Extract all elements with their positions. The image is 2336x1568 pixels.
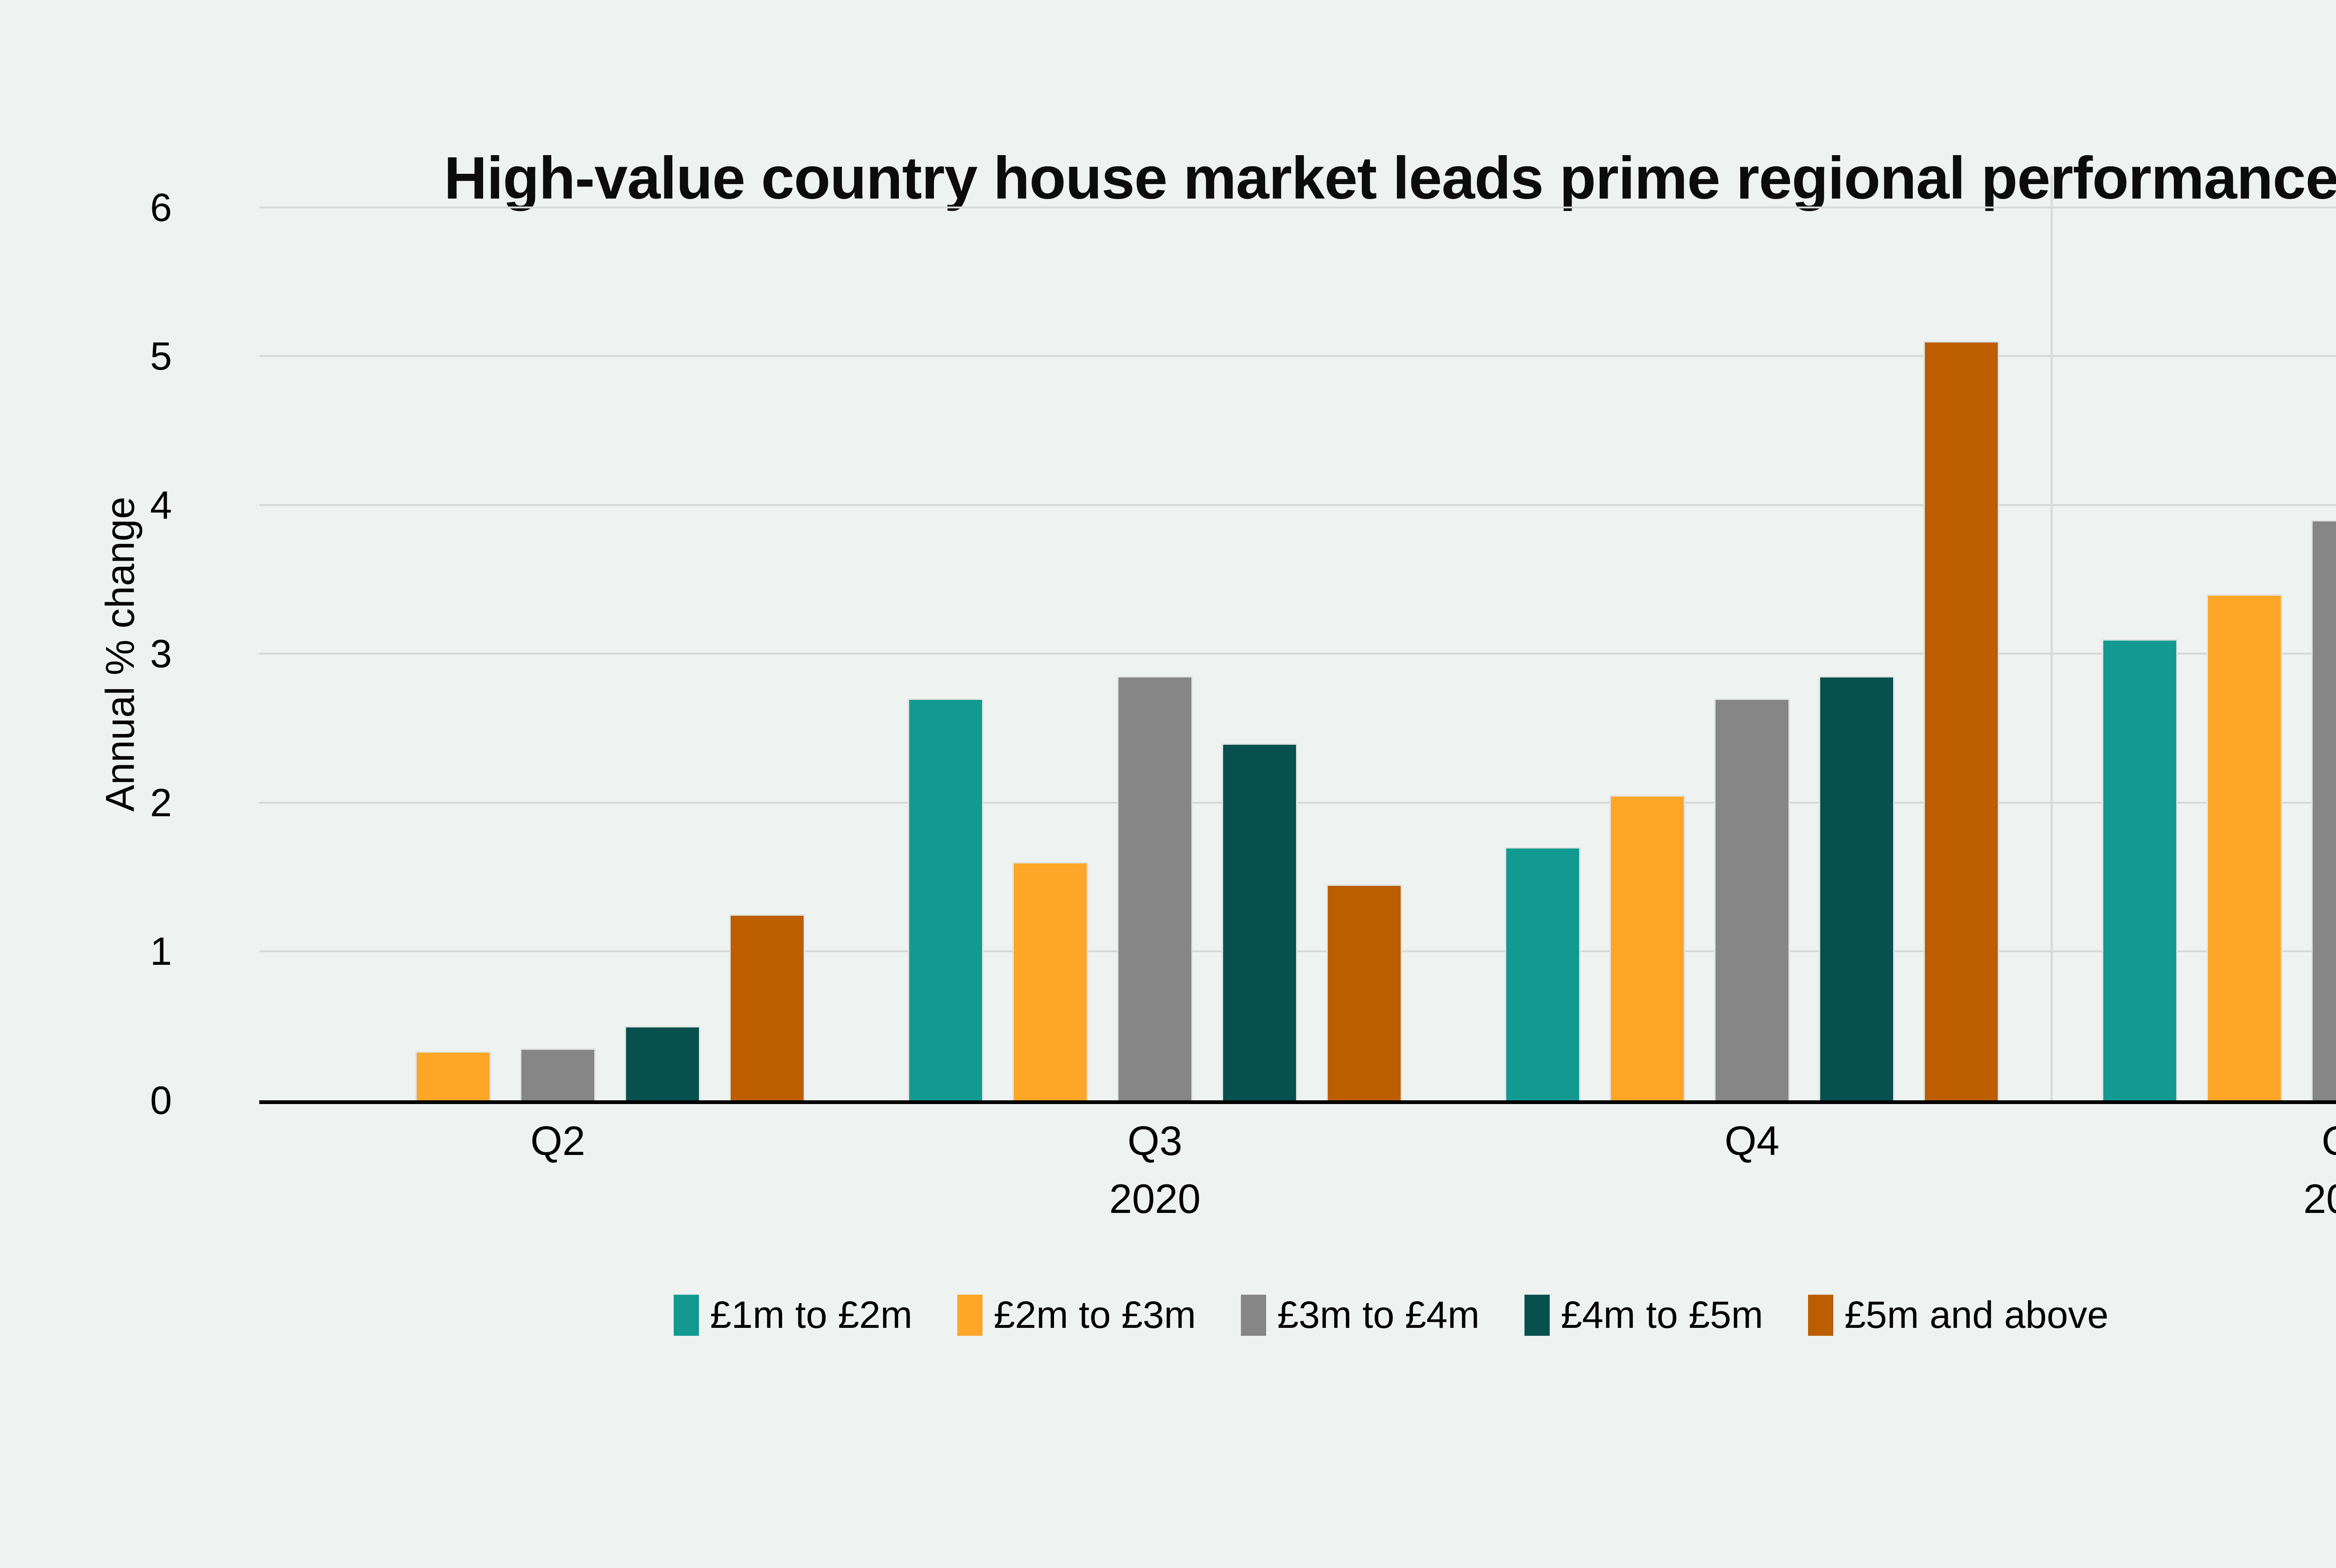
x-axis-labels: Q2 Q3 2020 Q4 Q1 2021 (259, 1120, 2336, 1219)
y-tick-label-5: 5 (150, 334, 172, 378)
chart-title: High-value country house market leads pr… (444, 144, 2336, 212)
bar (1117, 676, 1193, 1100)
legend-label: £3m to £4m (1277, 1294, 1480, 1336)
y-tick-label-2: 2 (150, 780, 172, 825)
bar (1505, 847, 1581, 1100)
gridline-y-1 (259, 950, 2336, 953)
bar (1819, 676, 1894, 1100)
legend-label: £5m and above (1844, 1294, 2109, 1336)
legend-swatch (957, 1295, 983, 1336)
legend-item: £3m to £4m (1240, 1293, 1480, 1337)
bar (2207, 594, 2282, 1100)
x-year-label: 2020 (1109, 1176, 1201, 1222)
y-tick-label-4: 4 (150, 483, 172, 527)
bar (2311, 520, 2336, 1100)
bar (1610, 795, 1685, 1100)
year-divider-line (2051, 175, 2053, 1100)
y-tick-label-0: 0 (150, 1078, 172, 1122)
y-tick-label-3: 3 (150, 632, 172, 676)
bar (1012, 862, 1088, 1100)
x-year-label (259, 1178, 856, 1219)
bar (2102, 639, 2178, 1100)
x-quarter-label: Q2 (530, 1118, 585, 1164)
legend-swatch (1808, 1295, 1833, 1336)
gridline-y-6 (259, 206, 2336, 208)
bar-group-q1 (2051, 161, 2336, 1100)
x-label-q4: Q4 (1453, 1120, 2051, 1219)
bar (1714, 698, 1790, 1100)
bar (1326, 884, 1402, 1100)
bar-group-q3 (856, 161, 1453, 1100)
legend-label: £1m to £2m (710, 1294, 912, 1336)
legend-item: £1m to £2m (673, 1293, 912, 1337)
bar (729, 914, 805, 1100)
legend-swatch (1524, 1295, 1550, 1336)
gridline-y-3 (259, 653, 2336, 655)
bar (1222, 743, 1297, 1100)
legend-swatch (1240, 1295, 1266, 1336)
plot-area (259, 161, 2336, 1104)
legend-item: £4m to £5m (1524, 1293, 1763, 1337)
legend-swatch (673, 1295, 699, 1336)
bar (908, 698, 983, 1100)
y-tick-label-1: 1 (150, 929, 172, 974)
x-label-q1: Q1 2021 (2051, 1120, 2336, 1219)
x-quarter-label: Q1 (2051, 1120, 2336, 1162)
x-label-q2: Q2 (259, 1120, 856, 1219)
bar (625, 1026, 700, 1100)
bar-group-q2 (259, 161, 856, 1100)
legend-item: £2m to £3m (957, 1293, 1196, 1337)
x-year-label (1453, 1178, 2051, 1219)
bar-group-q4 (1453, 161, 2051, 1100)
y-tick-label-6: 6 (150, 185, 172, 229)
bar (415, 1051, 491, 1100)
gridline-y-2 (259, 801, 2336, 804)
legend-label: £2m to £3m (993, 1294, 1196, 1336)
x-label-q3: Q3 2020 (856, 1120, 1453, 1219)
bar (520, 1048, 596, 1100)
legend-label: £4m to £5m (1560, 1294, 1763, 1336)
bar (1923, 341, 1999, 1100)
gridline-y-5 (259, 355, 2336, 357)
gridline-y-4 (259, 504, 2336, 506)
x-year-label: 2021 (2303, 1176, 2336, 1222)
x-quarter-label: Q4 (1724, 1118, 1780, 1164)
y-axis-ticks: 0 1 2 3 4 5 6 (0, 161, 172, 1120)
bar-groups (259, 161, 2336, 1100)
x-quarter-label: Q3 (1127, 1118, 1182, 1164)
legend: £1m to £2m £2m to £3m £3m to £4m £4m to £5m… (0, 1293, 2336, 1337)
legend-item: £5m and above (1808, 1293, 2108, 1337)
